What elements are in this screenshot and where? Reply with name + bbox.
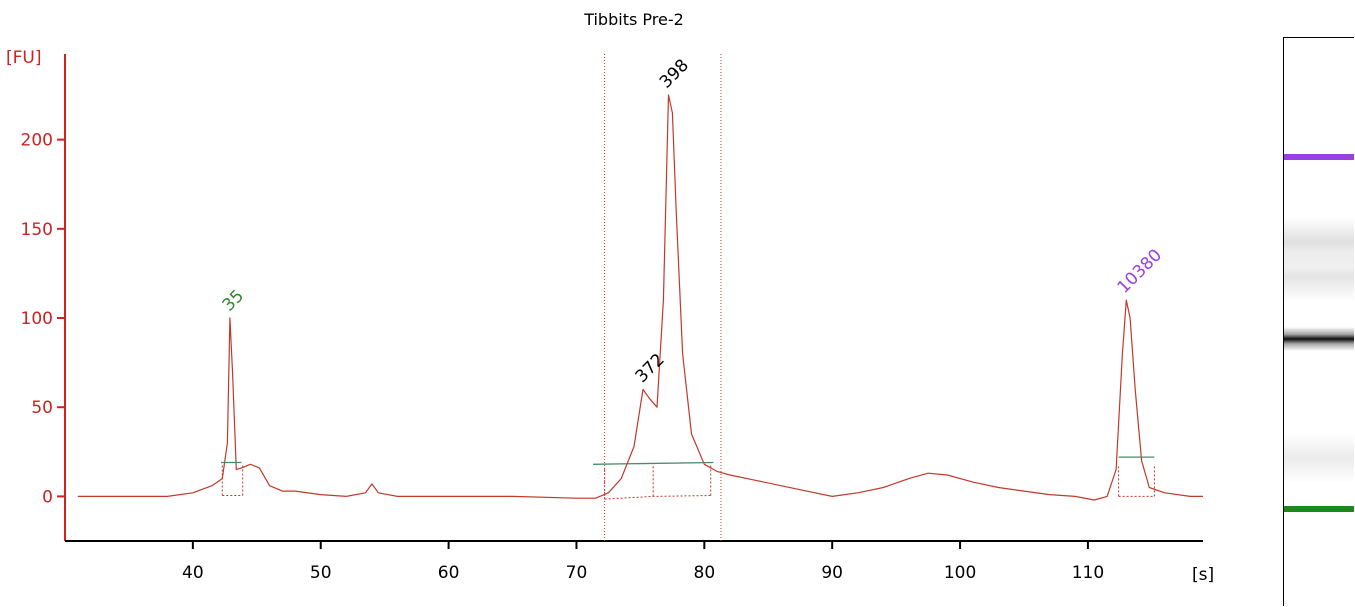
x-tick-label: 50 xyxy=(310,563,332,583)
y-tick-label: 100 xyxy=(21,309,53,329)
smear-band-2 xyxy=(1284,251,1354,302)
series-line xyxy=(77,94,1203,501)
peak-boundary-line xyxy=(604,495,711,500)
x-tick-label: 90 xyxy=(821,563,843,583)
sample-band-main xyxy=(1284,327,1354,352)
baseline-line xyxy=(593,461,714,465)
peak-label: 372 xyxy=(632,350,669,387)
smear-band-1 xyxy=(1284,217,1354,268)
peak-boundaries xyxy=(221,463,1155,500)
y-tick-label: 150 xyxy=(21,220,53,240)
axes: 0 50 100 150 200 40 50 60 70 80 90 100 110 xyxy=(21,54,1203,583)
gel-lane xyxy=(1283,37,1354,606)
baselines xyxy=(220,456,1155,465)
region-markers xyxy=(604,54,722,541)
x-axis-label: [s] xyxy=(1192,565,1214,585)
upper-marker-band xyxy=(1284,154,1354,161)
x-tick-label: 110 xyxy=(1072,563,1104,583)
y-tick-label: 200 xyxy=(21,131,53,151)
peak-label: 10380 xyxy=(1114,245,1166,297)
y-tick-label: 0 xyxy=(42,487,53,507)
electropherogram-chart: Tibbits Pre-2 [FU] [s] 0 50 100 150 200 40 50 6… xyxy=(6,10,1214,585)
x-tick-label: 40 xyxy=(182,563,204,583)
x-tick-label: 60 xyxy=(438,563,460,583)
lower-marker-band xyxy=(1284,506,1354,513)
x-tick-label: 80 xyxy=(694,563,716,583)
y-axis-label: [FU] xyxy=(6,48,42,68)
peak-label: 398 xyxy=(656,55,693,92)
x-tick-label: 70 xyxy=(566,563,588,583)
series-group xyxy=(77,94,1203,501)
x-tick-label: 100 xyxy=(944,563,976,583)
peak-labels: 35 372 398 10380 xyxy=(219,55,1166,386)
peak-label: 35 xyxy=(219,286,248,315)
smear-band-3 xyxy=(1284,433,1354,484)
chart-title: Tibbits Pre-2 xyxy=(583,10,684,29)
y-tick-label: 50 xyxy=(31,398,53,418)
